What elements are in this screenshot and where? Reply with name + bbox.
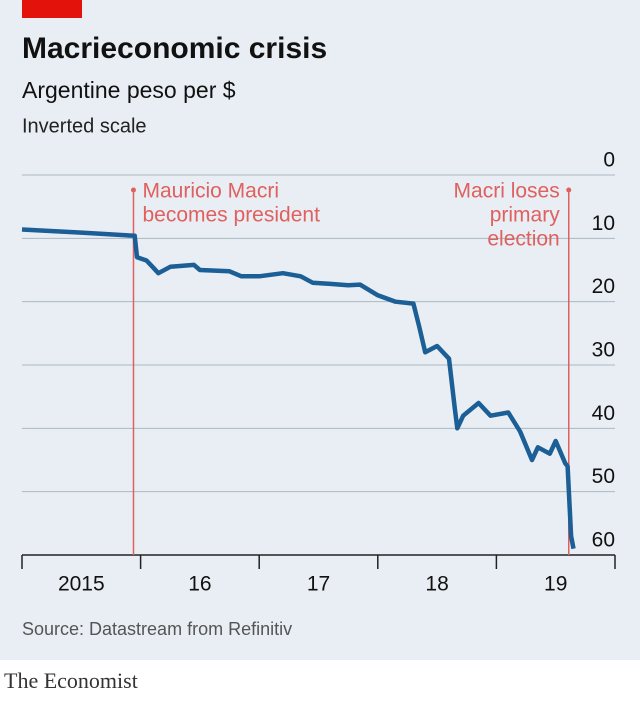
brand-tag (22, 0, 82, 18)
brand: The Economist (4, 668, 138, 693)
y-tick-label: 10 (592, 212, 615, 235)
chart-note: Inverted scale (22, 115, 147, 137)
chart-title: Macrieconomic crisis (22, 32, 327, 65)
annotation-dot (130, 187, 136, 193)
annotation-text: Mauricio Macri (142, 180, 279, 203)
x-tick-label: 18 (425, 573, 448, 596)
x-tick-label: 19 (544, 573, 567, 596)
annotation-dot (566, 187, 572, 193)
annotation-text: primary (490, 204, 561, 227)
chart-subtitle: Argentine peso per $ (22, 77, 236, 103)
y-tick-label: 40 (592, 402, 615, 425)
background (0, 0, 640, 660)
annotation-text: election (487, 228, 559, 251)
annotation-text: becomes president (142, 204, 320, 227)
y-tick-label: 20 (592, 275, 615, 298)
y-tick-label: 60 (592, 529, 615, 552)
x-tick-label: 17 (307, 573, 330, 596)
source: Source: Datastream from Refinitiv (22, 619, 292, 639)
y-tick-label: 0 (603, 149, 615, 172)
y-tick-label: 50 (592, 465, 615, 488)
line-series (21, 227, 576, 550)
y-tick-label: 30 (592, 339, 615, 362)
annotation-text: Macri loses (454, 180, 560, 203)
x-tick-label: 2015 (58, 573, 105, 596)
x-tick-label: 16 (188, 573, 211, 596)
